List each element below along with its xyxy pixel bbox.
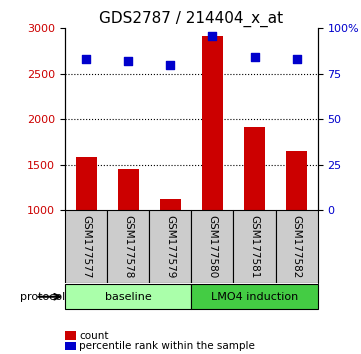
Text: GSM177580: GSM177580 (207, 215, 217, 278)
Bar (244, 126, 265, 210)
Point (294, 56, 300, 62)
Point (83, 56, 89, 62)
Title: GDS2787 / 214404_x_at: GDS2787 / 214404_x_at (99, 11, 283, 27)
FancyBboxPatch shape (149, 210, 191, 283)
Text: GSM177582: GSM177582 (292, 215, 302, 278)
Text: count: count (79, 331, 109, 341)
Point (252, 55, 257, 60)
FancyBboxPatch shape (107, 210, 149, 283)
Text: GSM177578: GSM177578 (123, 215, 133, 278)
Bar (286, 151, 307, 210)
FancyBboxPatch shape (275, 210, 318, 283)
FancyBboxPatch shape (191, 284, 318, 309)
Point (125, 58, 131, 64)
Point (209, 33, 215, 39)
Text: percentile rank within the sample: percentile rank within the sample (79, 341, 255, 351)
Text: GSM177577: GSM177577 (81, 215, 91, 278)
Text: LMO4 induction: LMO4 induction (211, 292, 298, 302)
FancyBboxPatch shape (234, 210, 275, 283)
FancyBboxPatch shape (65, 284, 191, 309)
FancyBboxPatch shape (65, 210, 107, 283)
Text: GSM177581: GSM177581 (249, 215, 260, 278)
Bar (202, 36, 223, 210)
Text: protocol: protocol (20, 292, 65, 302)
Point (168, 62, 173, 68)
Bar (160, 199, 181, 210)
Text: baseline: baseline (105, 292, 152, 302)
Bar (118, 169, 139, 210)
Text: GSM177579: GSM177579 (165, 215, 175, 278)
Bar (75, 156, 96, 210)
FancyBboxPatch shape (191, 210, 234, 283)
